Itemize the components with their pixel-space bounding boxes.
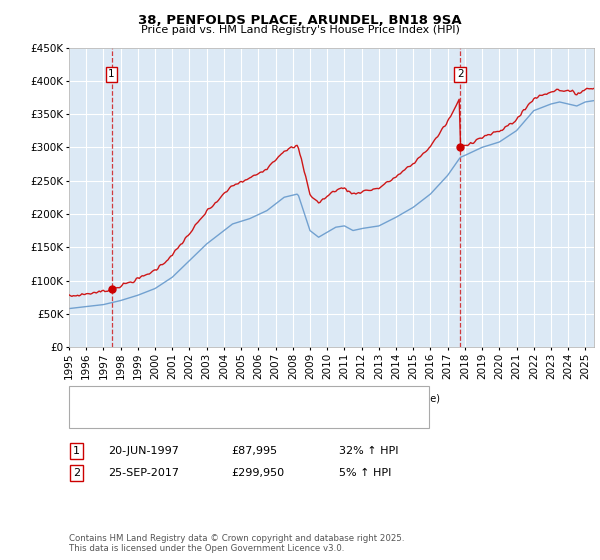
Text: Contains HM Land Registry data © Crown copyright and database right 2025.
This d: Contains HM Land Registry data © Crown c… (69, 534, 404, 553)
Text: 38, PENFOLDS PLACE, ARUNDEL, BN18 9SA: 38, PENFOLDS PLACE, ARUNDEL, BN18 9SA (138, 14, 462, 27)
Text: 32% ↑ HPI: 32% ↑ HPI (339, 446, 398, 456)
Text: 1: 1 (108, 69, 115, 79)
Text: 20-JUN-1997: 20-JUN-1997 (108, 446, 179, 456)
Text: 1: 1 (73, 446, 80, 456)
Text: HPI: Average price, semi-detached house, Arun: HPI: Average price, semi-detached house,… (111, 412, 342, 422)
Text: 2: 2 (457, 69, 464, 79)
Text: 38, PENFOLDS PLACE, ARUNDEL, BN18 9SA (semi-detached house): 38, PENFOLDS PLACE, ARUNDEL, BN18 9SA (s… (111, 393, 440, 403)
Text: Price paid vs. HM Land Registry's House Price Index (HPI): Price paid vs. HM Land Registry's House … (140, 25, 460, 35)
Text: 5% ↑ HPI: 5% ↑ HPI (339, 468, 391, 478)
Text: 25-SEP-2017: 25-SEP-2017 (108, 468, 179, 478)
Text: 2: 2 (73, 468, 80, 478)
Text: £87,995: £87,995 (231, 446, 277, 456)
Text: £299,950: £299,950 (231, 468, 284, 478)
